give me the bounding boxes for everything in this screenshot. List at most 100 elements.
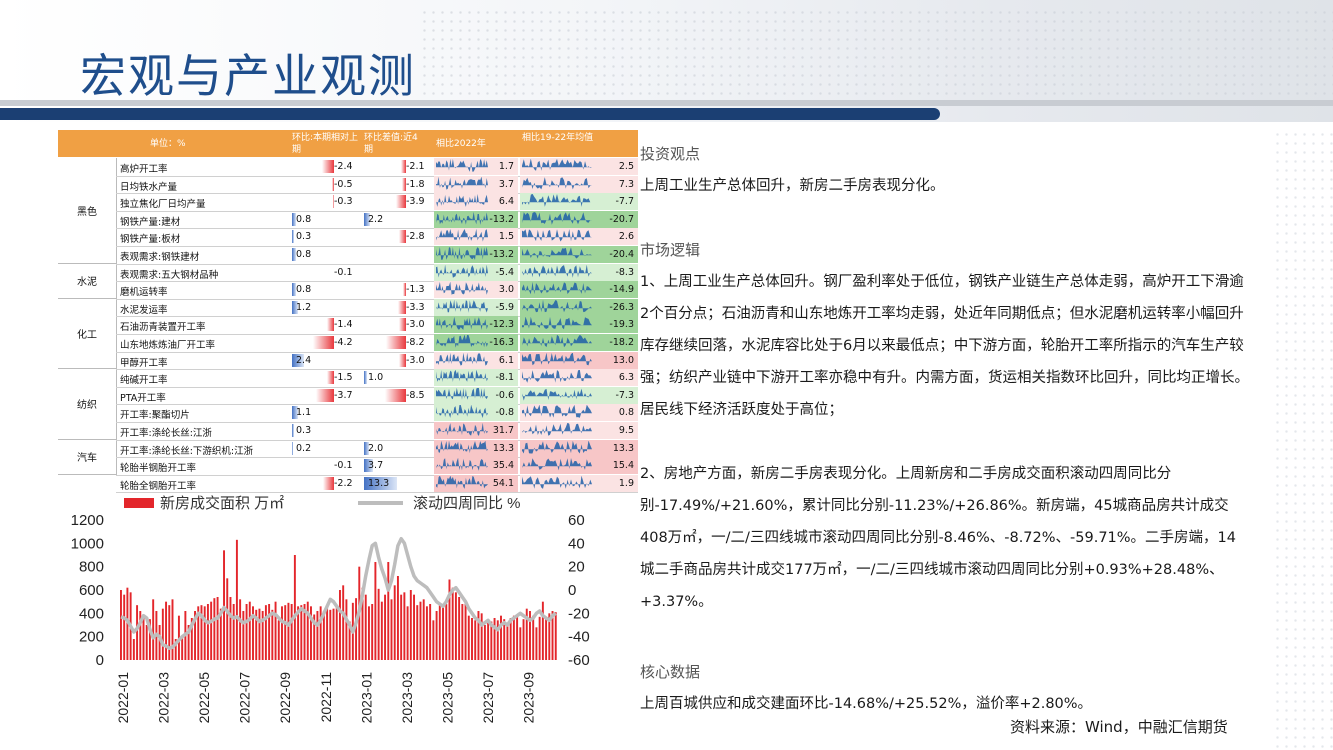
y-right-tick: 40 xyxy=(568,535,585,552)
value-text: -18.2 xyxy=(609,337,634,348)
sparkline xyxy=(522,335,592,348)
value-bar xyxy=(322,160,334,173)
bar xyxy=(165,601,168,660)
x-tick: 2023-07 xyxy=(480,672,496,724)
mom-diff-cell: -3.3 xyxy=(362,299,432,316)
value-text: -0.5 xyxy=(334,178,353,190)
mom-diff-cell xyxy=(362,264,432,281)
sparkline xyxy=(436,211,488,225)
y-right-tick: 20 xyxy=(568,559,585,576)
value-text: -5.9 xyxy=(495,301,514,313)
indicator-row: 纯碱开工率 -1.5 1.0 -8.1 6.3 xyxy=(116,369,638,388)
world-map-dots xyxy=(420,8,1333,108)
sparkline xyxy=(522,247,592,259)
value-bar xyxy=(292,248,296,261)
y-right-tick: 0 xyxy=(568,582,576,599)
bar xyxy=(419,601,422,660)
value-text: -7.7 xyxy=(615,196,634,208)
value-bar xyxy=(364,476,398,490)
indicator-name: 甲醇开工率 xyxy=(120,357,168,369)
value-text: 13.3 xyxy=(612,442,634,454)
mom-cell: 1.1 xyxy=(290,404,360,421)
bar xyxy=(232,604,235,660)
indicator-row: 钢铁产量:板材 0.3 -2.8 1.5 2.6 xyxy=(116,228,638,247)
bar xyxy=(461,604,464,660)
bar xyxy=(313,614,316,660)
group-label-3: 纺织 xyxy=(58,369,117,440)
value-bar xyxy=(292,406,298,420)
value-text: -8.3 xyxy=(615,266,634,278)
bar xyxy=(300,605,303,660)
value-text: -14.9 xyxy=(609,284,634,296)
bar xyxy=(142,615,145,660)
bar xyxy=(322,611,325,660)
value-bar xyxy=(400,160,406,173)
value-text: -13.2 xyxy=(489,213,514,225)
indicator-name: 日均铁水产量 xyxy=(120,181,178,193)
value-text: 2.4 xyxy=(296,354,312,366)
y-left-tick: 600 xyxy=(79,582,104,599)
bar xyxy=(396,576,399,660)
group-label-0: 黑色 xyxy=(58,158,117,264)
group-label-1: 水泥 xyxy=(58,263,117,299)
bar xyxy=(529,611,531,660)
bar xyxy=(264,605,267,660)
bar xyxy=(442,606,444,660)
mom-diff-cell: -3.0 xyxy=(362,316,432,333)
value-bar xyxy=(327,318,334,332)
indicator-row: 开工率:涤纶长丝:下游织机:江浙 0.2 2.0 13.3 13.3 xyxy=(116,439,638,459)
value-text: 2.5 xyxy=(618,161,634,172)
value-text: -1.3 xyxy=(406,284,425,296)
mom-diff-cell: 2.2 xyxy=(362,211,432,228)
bar xyxy=(525,608,528,660)
indicator-row: 开工率:涤纶长丝:江浙 0.3 31.7 9.5 xyxy=(116,422,638,441)
bar xyxy=(503,619,506,660)
y-left-tick: 1200 xyxy=(71,512,104,529)
value-text: 6.3 xyxy=(618,372,634,384)
sparkline xyxy=(436,282,488,295)
y-right-tick: -40 xyxy=(568,629,590,646)
sparkline xyxy=(436,440,488,453)
bar xyxy=(480,613,483,660)
mom-cell: -3.7 xyxy=(290,387,360,404)
indicator-name: 钢铁产量:建材 xyxy=(120,216,181,228)
indicator-name: 钢铁产量:板材 xyxy=(120,234,181,246)
indicator-row: 石油沥青装置开工率 -1.4 -3.0 -12.3 -19.3 xyxy=(116,316,638,335)
value-text: 1.2 xyxy=(296,301,312,313)
bar xyxy=(319,606,322,660)
housing-chart-svg: 新房成交面积 万㎡ 滚动四周同比 %020040060080010001200-6… xyxy=(71,494,590,724)
sparkline xyxy=(436,176,488,190)
bar xyxy=(239,599,242,660)
indicator-row: PTA开工率 -3.7 -8.5 -0.6 -7.3 xyxy=(116,386,638,406)
mom-cell: -2.2 xyxy=(290,475,360,492)
mom-cell: 0.3 xyxy=(290,422,360,439)
value-text: -7.3 xyxy=(615,389,634,401)
bar xyxy=(454,592,457,660)
bar xyxy=(380,601,383,660)
value-text: 0.8 xyxy=(618,407,634,419)
indicator-name: 独立焦化厂日均产量 xyxy=(120,199,206,211)
bar xyxy=(145,625,148,660)
vs-2022-cell: -16.3 xyxy=(434,334,518,351)
value-text: 1.0 xyxy=(368,372,384,384)
bar xyxy=(435,611,438,660)
value-text: 0.8 xyxy=(296,249,312,260)
vs-2022-cell: 1.5 xyxy=(434,228,518,246)
value-text: -2.1 xyxy=(406,161,425,172)
bar xyxy=(120,590,122,660)
indicator-row: 磨机运转率 0.8 -1.3 3.0 -14.9 xyxy=(116,281,638,300)
bar xyxy=(274,601,277,660)
indicator-name: 山东地炼炼油厂开工率 xyxy=(120,340,216,351)
bar xyxy=(139,611,142,660)
header-mom: 环比:本期相对上期 xyxy=(292,133,359,155)
indicator-row: 甲醇开工率 2.4 -3.0 6.1 13.0 xyxy=(116,351,638,371)
y-left-tick: 800 xyxy=(79,559,104,576)
vs-avg-cell: 6.3 xyxy=(520,369,638,387)
bar xyxy=(490,621,493,660)
legend-swatch-bars xyxy=(124,498,154,508)
bar xyxy=(268,604,271,660)
value-text: 6.4 xyxy=(498,196,514,208)
vs-avg-cell: -7.7 xyxy=(520,193,638,211)
value-bar xyxy=(331,177,334,191)
y-right-tick: -20 xyxy=(568,605,590,622)
